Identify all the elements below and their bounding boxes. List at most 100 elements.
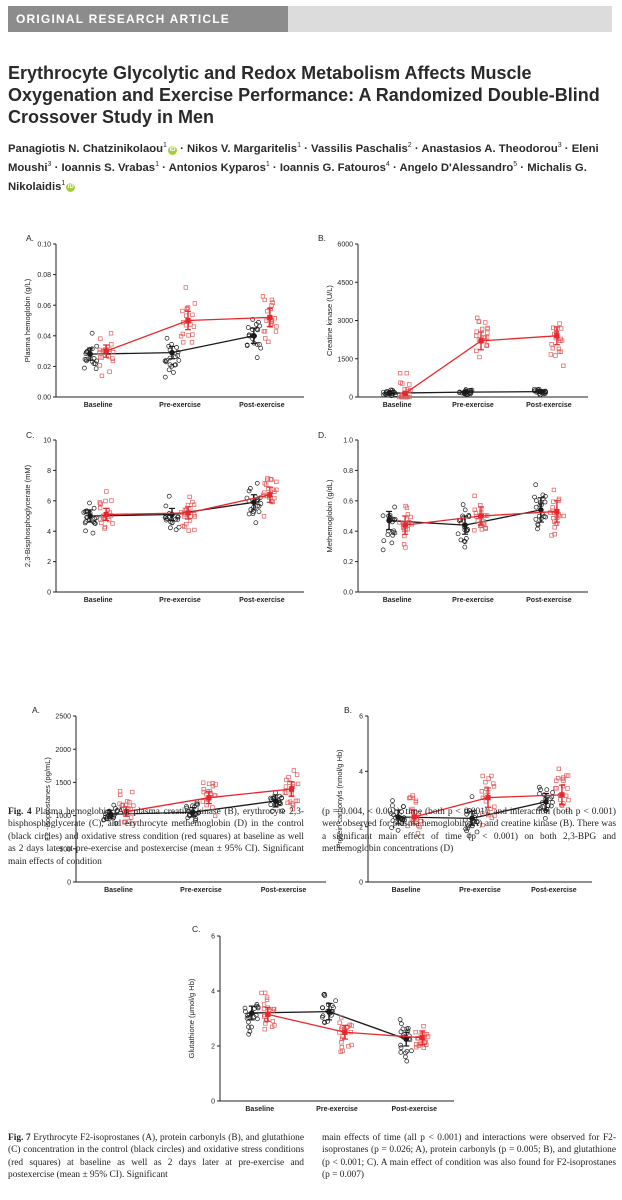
x-tick-label: Baseline: [84, 597, 113, 604]
data-point-circle: [162, 374, 168, 380]
fig7-caption-text-left: Erythrocyte F2-isoprostanes (A), protein…: [8, 1133, 304, 1181]
data-point-square: [349, 1023, 354, 1028]
data-point-square: [262, 329, 268, 334]
data-point-square: [480, 773, 485, 779]
data-point-circle: [249, 1024, 254, 1030]
data-point-circle: [538, 787, 543, 792]
data-point-square: [213, 782, 218, 787]
x-tick-label: Post-exercise: [239, 402, 285, 409]
data-point-square: [109, 498, 114, 503]
data-point-square: [408, 514, 413, 520]
data-point-square: [557, 321, 562, 326]
data-point-circle: [280, 808, 285, 814]
x-tick-label: Post-exercise: [239, 597, 285, 604]
x-tick-label: Post-exercise: [391, 1106, 437, 1113]
fig7-caption-right: main effects of time (all p < 0.001) and…: [322, 1132, 616, 1182]
panel-label: C.: [192, 924, 201, 934]
data-point-square: [284, 790, 289, 795]
y-tick-label: 0.02: [37, 364, 51, 371]
data-point-square: [97, 505, 103, 511]
data-point-circle: [465, 527, 471, 532]
data-point-circle: [173, 527, 179, 533]
data-point-circle: [398, 1029, 404, 1035]
data-point-square: [398, 380, 403, 385]
x-tick-label: Pre-exercise: [459, 887, 501, 894]
mean-marker: [107, 811, 114, 818]
data-point-circle: [401, 804, 406, 810]
data-point-circle: [320, 1005, 325, 1011]
data-point-circle: [540, 492, 546, 498]
orcid-icon[interactable]: iD: [66, 183, 76, 193]
data-point-circle: [404, 1058, 410, 1064]
data-point-square: [266, 1007, 272, 1013]
data-point-square: [274, 487, 279, 492]
data-point-square: [264, 318, 269, 323]
data-point-circle: [246, 488, 252, 494]
data-point-square: [108, 513, 114, 518]
data-point-circle: [536, 784, 542, 790]
mean-marker: [543, 798, 549, 805]
data-point-square: [97, 363, 102, 368]
author-affiliation: 2: [407, 142, 412, 149]
data-point-square: [186, 333, 191, 338]
data-point-circle: [92, 520, 97, 526]
mean-marker: [169, 349, 175, 356]
data-point-circle: [544, 787, 550, 793]
panel-label: C.: [26, 430, 35, 440]
y-tick-label: 0.06: [37, 303, 51, 310]
data-point-circle: [398, 1042, 403, 1048]
data-point-circle: [171, 370, 176, 375]
data-point-square: [480, 811, 485, 816]
y-tick-label: 500: [59, 846, 71, 853]
data-point-circle: [460, 502, 466, 508]
mean-marker: [485, 795, 491, 801]
data-point-square: [261, 329, 266, 334]
data-point-square: [271, 487, 276, 492]
mean-marker: [185, 317, 191, 324]
data-point-square: [259, 990, 264, 996]
data-point-square: [285, 800, 290, 805]
mean-marker: [206, 795, 212, 801]
data-point-square: [489, 773, 494, 779]
data-point-square: [566, 797, 571, 803]
data-point-square: [295, 781, 301, 787]
data-point-circle: [244, 343, 250, 348]
article-type-label: ORIGINAL RESEARCH ARTICLE: [8, 6, 288, 32]
data-point-square: [117, 788, 123, 794]
mean-marker: [419, 1035, 425, 1041]
data-point-circle: [256, 319, 261, 325]
data-point-circle: [469, 794, 475, 800]
author-name: Antonios Kyparos: [168, 161, 266, 174]
data-point-square: [212, 813, 218, 818]
mean-marker: [386, 517, 392, 524]
y-tick-label: 0: [67, 880, 71, 887]
data-point-circle: [89, 359, 95, 364]
data-point-square: [473, 510, 479, 516]
data-point-square: [264, 997, 270, 1002]
data-point-circle: [168, 519, 173, 525]
y-tick-label: 0.6: [343, 498, 353, 505]
data-point-square: [397, 520, 402, 525]
data-point-circle: [192, 804, 197, 810]
y-tick-label: 2: [47, 559, 51, 566]
y-tick-label: 0.4: [343, 529, 353, 536]
data-point-square: [472, 528, 477, 533]
data-point-square: [192, 527, 197, 533]
orcid-icon[interactable]: iD: [167, 145, 177, 155]
data-point-square: [120, 802, 125, 808]
data-point-circle: [193, 817, 198, 823]
y-axis-label: F2 -isoprostanes (pg/mL): [43, 757, 52, 841]
data-point-circle: [463, 826, 469, 832]
data-point-square: [99, 520, 104, 525]
y-tick-label: 6: [359, 714, 363, 721]
data-point-circle: [397, 1017, 403, 1022]
data-point-circle: [389, 825, 394, 831]
mean-marker: [538, 507, 544, 513]
data-point-square: [184, 306, 190, 311]
data-point-circle: [320, 1013, 326, 1019]
data-point-circle: [255, 327, 261, 333]
y-tick-label: 1000: [55, 813, 71, 820]
data-point-square: [269, 1024, 275, 1029]
panel-label: B.: [318, 233, 326, 243]
data-point-circle: [113, 806, 118, 811]
